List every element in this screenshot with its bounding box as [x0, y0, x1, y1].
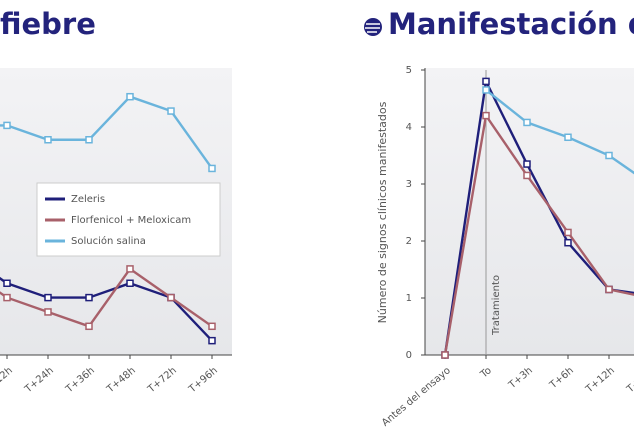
x-tick-label: To — [478, 365, 494, 381]
y-tick-label: 0 — [406, 350, 412, 361]
y-tick-label: 3 — [406, 179, 412, 190]
x-tick-label: T+72h — [145, 365, 179, 396]
x-tick-label: T+36h — [63, 365, 97, 396]
x-tick-label: T+48h — [104, 365, 138, 396]
data-point — [85, 322, 93, 331]
data-point — [564, 238, 572, 247]
data-point — [167, 293, 175, 302]
data-point — [482, 111, 490, 120]
data-point — [85, 293, 93, 302]
x-tick-label: T+24h — [624, 365, 634, 396]
x-tick-label: T+96h — [186, 365, 220, 396]
data-point — [208, 336, 216, 345]
data-point — [482, 86, 490, 94]
data-point — [208, 164, 216, 173]
x-tick-label: T+3h — [506, 365, 535, 392]
x-tick-label: T+12h — [0, 365, 15, 396]
chart-title: Manifestación d — [388, 7, 634, 41]
x-tick-label: T+24h — [22, 365, 56, 396]
legend-label: Zeleris — [71, 194, 105, 205]
x-tick-label: T+12h — [583, 365, 617, 396]
annotation: Tratamiento — [491, 275, 502, 336]
data-point — [605, 285, 613, 294]
series-line — [443, 112, 634, 356]
legend-label: Florfenicol + Meloxicam — [71, 215, 191, 226]
plot-background — [425, 68, 634, 355]
data-point — [605, 151, 613, 160]
data-point — [523, 171, 531, 180]
data-point — [126, 279, 134, 287]
data-point — [482, 77, 490, 86]
data-point — [208, 322, 216, 331]
x-tick-label: T+6h — [547, 365, 576, 392]
data-point — [3, 121, 11, 130]
y-tick-label: 1 — [406, 293, 412, 304]
y-tick-label: 4 — [406, 122, 412, 133]
x-tick-label: Antes del ensayo — [380, 365, 453, 429]
chart-title: fiebre — [0, 7, 96, 41]
data-point — [523, 118, 531, 127]
data-point — [3, 293, 11, 302]
legend-label: Solución salina — [71, 235, 146, 247]
y-axis-label: Número de signos clínicos manifestados — [376, 101, 389, 323]
data-point — [564, 133, 572, 142]
legend-box — [36, 182, 221, 257]
y-tick-label: 2 — [406, 236, 412, 247]
data-point — [167, 107, 175, 115]
data-point — [523, 160, 531, 168]
data-point — [126, 265, 134, 273]
data-point — [564, 228, 572, 237]
data-point — [85, 136, 93, 144]
data-point — [3, 279, 11, 287]
data-point — [44, 308, 52, 316]
data-point — [126, 92, 134, 101]
data-point — [44, 136, 52, 144]
data-point — [44, 293, 52, 302]
title-icon — [364, 18, 382, 36]
y-tick-label: 5 — [406, 65, 412, 76]
data-point — [441, 351, 449, 359]
